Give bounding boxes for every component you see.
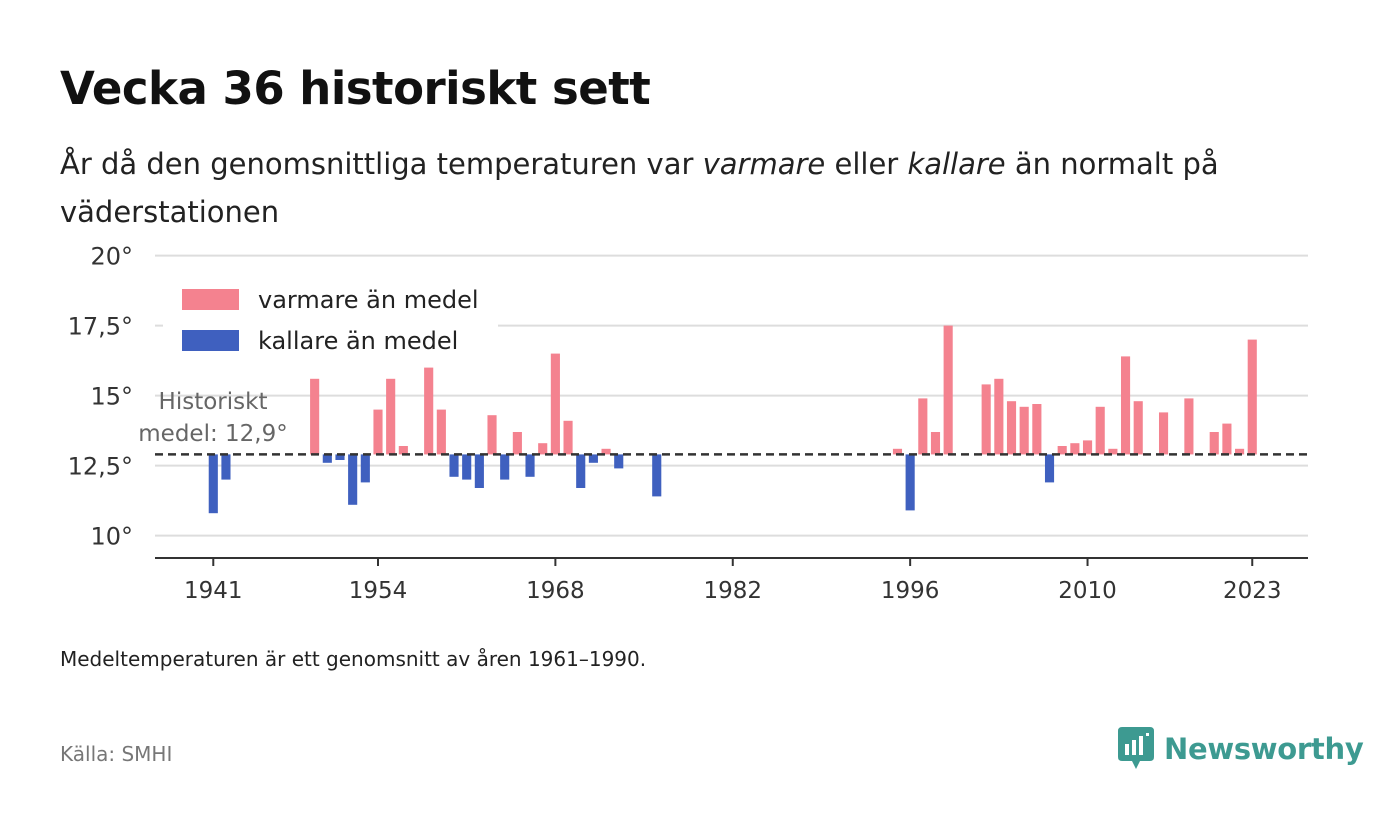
- x-tick-label: 1954: [349, 578, 408, 604]
- x-tick-label: 2023: [1223, 578, 1282, 604]
- warm-bar: [398, 446, 408, 455]
- warm-bar: [1070, 443, 1080, 455]
- cold-bar: [348, 454, 358, 505]
- warm-bar: [1158, 412, 1169, 455]
- cold-bar: [1044, 454, 1055, 483]
- warm-bar: [1057, 446, 1067, 455]
- warm-bar: [424, 367, 434, 455]
- warm-bar: [373, 409, 383, 455]
- source-label: Källa: SMHI: [60, 742, 173, 766]
- warm-bar: [601, 448, 611, 455]
- x-tick-label: 1968: [526, 578, 585, 604]
- subtitle-emphasis-warm: varmare: [702, 147, 826, 181]
- subtitle-part: eller: [825, 147, 908, 181]
- legend-label: kallare än medel: [258, 327, 458, 355]
- cold-bar: [576, 454, 586, 488]
- warm-bar: [981, 384, 991, 455]
- cold-bar: [208, 454, 218, 514]
- chart-subtitle: År då den genomsnittliga temperaturen va…: [60, 140, 1320, 236]
- chart-title: Vecka 36 historiskt sett: [60, 62, 651, 115]
- subtitle-part: År då den genomsnittliga temperaturen va…: [60, 147, 703, 181]
- warm-bar: [1120, 356, 1131, 455]
- brand-name: Newsworthy: [1164, 732, 1364, 766]
- cold-bar: [905, 454, 915, 511]
- x-tick-label: 1941: [184, 578, 243, 604]
- legend-swatch-cold: [182, 330, 239, 351]
- x-tick-label: 1996: [881, 578, 940, 604]
- warm-bar: [1082, 440, 1093, 455]
- newsworthy-logo-icon: [1118, 727, 1154, 769]
- warm-bar: [436, 409, 446, 455]
- warm-bar: [512, 432, 522, 455]
- subtitle-emphasis-cold: kallare: [907, 147, 1006, 181]
- cold-bar: [474, 454, 484, 488]
- legend-swatch-warm: [182, 289, 239, 310]
- y-tick-label: 10°: [90, 523, 133, 551]
- cold-bar: [322, 454, 332, 463]
- brand-logo: Newsworthy: [1118, 727, 1364, 771]
- warm-bar: [1032, 404, 1042, 455]
- cold-bar: [449, 454, 459, 477]
- cold-bar: [525, 454, 535, 477]
- warm-bar: [994, 378, 1004, 455]
- y-tick-label: 20°: [90, 243, 133, 271]
- warm-bar: [1108, 448, 1118, 455]
- cold-bar: [462, 454, 472, 480]
- cold-bar: [614, 454, 624, 469]
- cold-bar: [221, 454, 231, 480]
- warm-bar: [1095, 406, 1105, 455]
- warm-bar: [1006, 401, 1017, 455]
- warm-bar: [538, 443, 548, 455]
- x-tick-label: 1982: [703, 578, 762, 604]
- baseline-label: medel: 12,9°: [138, 421, 287, 447]
- legend-label: varmare än medel: [258, 286, 479, 314]
- x-tick-label: 2010: [1058, 578, 1117, 604]
- cold-bar: [588, 454, 598, 463]
- subtitle-part: än normalt på väderstationen: [60, 147, 1219, 229]
- warm-bar: [943, 325, 953, 455]
- warm-bar: [1019, 406, 1029, 455]
- warm-bar: [1184, 398, 1194, 455]
- warm-bar: [918, 398, 928, 455]
- warm-bar: [1235, 448, 1245, 455]
- warm-bar: [1247, 339, 1257, 455]
- footnote: Medeltemperaturen är ett genomsnitt av å…: [60, 647, 647, 671]
- y-tick-label: 12,5°: [68, 453, 133, 481]
- cold-bar: [500, 454, 510, 480]
- warm-bar: [487, 415, 497, 455]
- warm-bar: [310, 378, 320, 455]
- y-tick-label: 17,5°: [68, 313, 133, 341]
- baseline-label: Historiskt: [159, 389, 268, 415]
- y-tick-label: 15°: [90, 383, 133, 411]
- warm-bar: [550, 353, 560, 455]
- warm-bar: [1133, 401, 1143, 455]
- warm-bar: [1209, 432, 1219, 455]
- warm-bar: [386, 378, 396, 455]
- warm-bar: [1222, 423, 1232, 455]
- cold-bar: [652, 454, 662, 497]
- cold-bar: [360, 454, 370, 483]
- warm-bar: [930, 432, 941, 455]
- warm-bar: [563, 420, 573, 455]
- warm-bar: [892, 448, 903, 455]
- cold-bar: [335, 454, 345, 460]
- bar-chart: 10° 12,5° 15° 17,5° 20° Historiskt medel: 12,9…: [68, 243, 1308, 604]
